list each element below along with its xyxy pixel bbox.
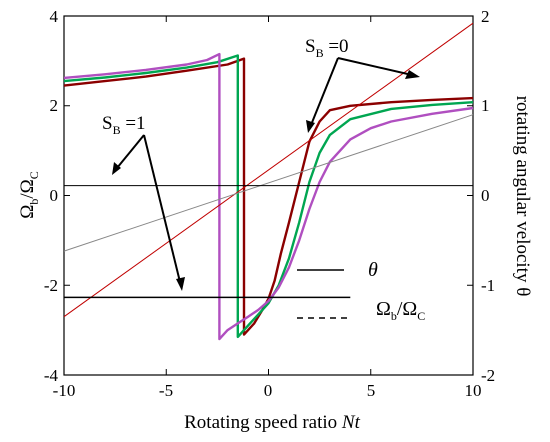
y-left-tick-label-4: -4	[44, 366, 59, 385]
x-tick-label-4: 10	[465, 381, 482, 400]
annotation-sb1-arrow-down	[143, 134, 181, 283]
y-right-axis-label: rotating angular velocity θ	[512, 96, 533, 297]
x-tick-label-0: -10	[53, 381, 76, 400]
annotation-sb1: SB =1	[102, 113, 185, 291]
x-axis-label-main: Rotating speed ratio	[184, 412, 342, 433]
y-right-tick-label-3: -1	[481, 276, 495, 295]
legend: θ Ωb/ΩC	[297, 259, 425, 323]
series-line-4	[63, 114, 474, 252]
y-right-tick-label-0: 2	[481, 7, 490, 26]
annotation-sb0-arrow-right	[337, 57, 413, 76]
y-left-tick-label-3: -2	[44, 276, 58, 295]
y-left-tick-label-1: 2	[50, 96, 59, 115]
y-right-tick-label-1: 1	[481, 96, 490, 115]
right-tick-labels: 2 1 0 -1 -2	[481, 7, 495, 385]
hline-layer	[63, 15, 474, 376]
annotation-sb0-label: SB =0	[305, 36, 349, 60]
x-axis-label: Rotating speed ratio Nt	[184, 412, 360, 433]
series-line-3	[63, 22, 474, 318]
x-axis-label-var: Nt	[341, 412, 361, 433]
legend-label-omega-ratio: Ωb/ΩC	[376, 298, 425, 323]
x-tick-labels: -10 -5 0 5 10	[53, 381, 482, 400]
y-left-tick-label-0: 4	[50, 7, 59, 26]
series-line-2	[63, 52, 474, 341]
annotation-sb1-arrowhead-down	[176, 277, 185, 291]
x-tick-label-2: 0	[264, 381, 273, 400]
x-tick-label-3: 5	[367, 381, 376, 400]
left-tick-labels: 4 2 0 -2 -4	[44, 7, 59, 385]
series-line-0	[63, 57, 474, 336]
plot-frame	[63, 15, 474, 376]
series-line-1	[63, 54, 474, 339]
annotation-sb1-arrowhead-left	[112, 162, 121, 175]
annotation-sb0: SB =0	[305, 36, 420, 133]
legend-label-theta: θ	[368, 259, 378, 281]
x-tick-label-1: -5	[159, 381, 173, 400]
y-right-tick-label-2: 0	[481, 186, 490, 205]
y-left-tick-label-2: 0	[50, 186, 59, 205]
series-layer	[63, 22, 474, 341]
annotation-sb0-arrow-down	[310, 57, 339, 126]
y-right-tick-label-4: -2	[481, 366, 495, 385]
y-left-axis-label: Ωb/ΩC	[17, 171, 41, 219]
annotation-sb1-label: SB =1	[102, 113, 146, 137]
annotation-sb0-arrowhead-down	[306, 120, 315, 133]
annotation-sb0-arrowhead-right	[405, 70, 420, 79]
annotation-sb1-arrow-left	[116, 134, 145, 169]
